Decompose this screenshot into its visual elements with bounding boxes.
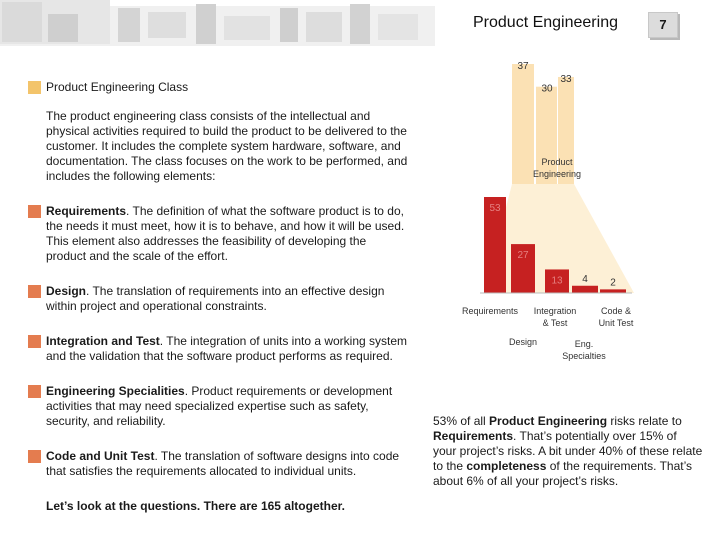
bullet-text: . The translation of requirements into a… (46, 284, 385, 313)
page-title: Product Engineering (473, 14, 618, 31)
bullet-eng-specialities: Engineering Specialities. Product requir… (28, 384, 408, 429)
summary-text: . That’s potentially over 15% of your pr… (433, 429, 703, 473)
bullet-code-unit-test: Code and Unit Test. The translation of s… (28, 449, 408, 479)
bullet-integration-test: Integration and Test. The integration of… (28, 334, 408, 364)
summary-bold: completeness (466, 459, 547, 473)
risk-charts: 37 30 33 Product Engineering 53 27 13 4 2 Requirem… (462, 61, 634, 361)
closing-statement: Let’s look at the questions. There are 1… (46, 499, 345, 513)
bottom-bar-0 (484, 197, 506, 293)
header-decoration (0, 0, 435, 46)
bullet-square-icon (28, 205, 41, 218)
bullet-term: Integration and Test (46, 334, 160, 348)
category-label: Code & (601, 306, 631, 316)
bullet-square-icon (28, 285, 41, 298)
category-label: Specialties (562, 351, 606, 361)
bullet-square-icon (28, 335, 41, 348)
category-label: Integration (534, 306, 577, 316)
category-label: & Test (543, 318, 568, 328)
top-bar-value: 37 (517, 61, 529, 72)
bullet-square-icon (28, 450, 41, 463)
class-heading: Product Engineering Class (28, 80, 408, 95)
bullet-term: Engineering Specialities (46, 384, 185, 398)
class-heading-text: Product Engineering Class (46, 80, 189, 94)
page-number: 7 (648, 12, 678, 38)
bottom-bar-value: 27 (517, 250, 529, 261)
bottom-bar-1 (511, 244, 535, 293)
top-bar-value: 33 (560, 74, 572, 85)
bottom-bar-value: 13 (551, 275, 563, 286)
bottom-bar-value: 2 (610, 277, 616, 288)
category-label: Unit Test (599, 318, 634, 328)
center-label-line2: Engineering (533, 169, 581, 179)
summary-bold: Product Engineering (489, 414, 608, 428)
bottom-bar-3 (572, 285, 598, 293)
summary-bold: Requirements (433, 429, 514, 443)
bottom-bar-4 (600, 289, 626, 293)
top-bar-1 (536, 86, 557, 184)
bullet-term: Code and Unit Test (46, 449, 155, 463)
category-label: Eng. (575, 339, 594, 349)
intro-paragraph: The product engineering class consists o… (46, 109, 408, 183)
bottom-bar-value: 4 (582, 274, 588, 285)
summary-text: of the requirements. That’s about 6% of … (433, 459, 693, 488)
center-label-line1: Product (541, 157, 573, 167)
bullet-term: Design (46, 284, 87, 298)
bullet-design: Design. The translation of requirements … (28, 284, 408, 314)
category-label: Requirements (462, 306, 519, 316)
heading-square-icon (28, 81, 41, 94)
summary-text: 53% of all (433, 414, 490, 428)
top-bar-value: 30 (541, 84, 553, 95)
summary-paragraph: 53% of all Product Engineering risks rel… (433, 414, 703, 489)
category-label: Design (509, 337, 537, 347)
top-bar-2 (558, 76, 574, 184)
bullet-square-icon (28, 385, 41, 398)
bullet-text: . The integration of units into a workin… (46, 334, 408, 363)
bullet-text: . The translation of software designs in… (46, 449, 400, 478)
bullet-text: . Product requirements or development ac… (46, 384, 393, 428)
content-area: Product Engineering Class The product en… (28, 78, 408, 514)
bullet-term: Requirements (46, 204, 127, 218)
bullet-text: . The definition of what the software pr… (46, 204, 405, 263)
top-bar-0 (512, 64, 534, 184)
bullet-requirements: Requirements. The definition of what the… (28, 204, 408, 264)
bottom-bar-2 (545, 269, 569, 293)
bottom-bar-value: 53 (489, 203, 501, 214)
summary-text: risks relate to (607, 414, 682, 428)
